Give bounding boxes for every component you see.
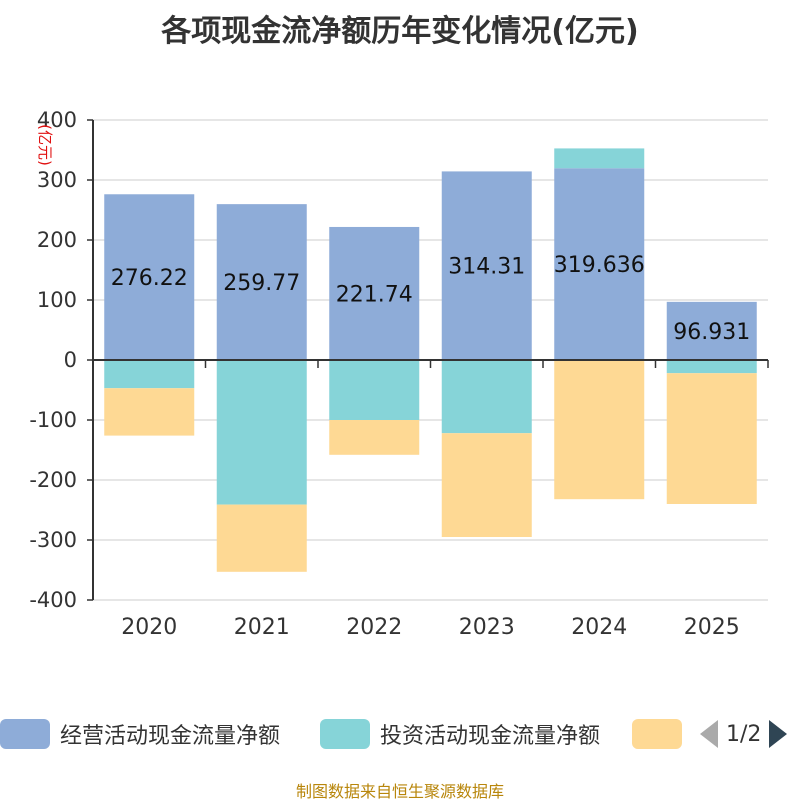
bar-2023-series-2 — [441, 433, 532, 537]
legend-item-investing[interactable]: 投资活动现金流量净额 — [320, 716, 600, 752]
bar-2021-series-2 — [216, 504, 307, 572]
bar-2020-series-0 — [104, 194, 195, 360]
data-label: 221.74 — [336, 282, 413, 307]
x-tick-label: 2021 — [234, 615, 290, 640]
legend-label-operating: 经营活动现金流量净额 — [60, 724, 281, 749]
chart-title: 各项现金流净额历年变化情况(亿元) — [161, 14, 639, 49]
y-axis-unit-label: (亿元) — [36, 124, 54, 166]
bar-2023-series-1 — [441, 360, 532, 434]
bar-2021-series-0 — [216, 204, 307, 360]
bar-2022-series-1 — [329, 360, 420, 420]
bar-2020-series-1 — [104, 360, 195, 389]
legend-item-operating[interactable]: 经营活动现金流量净额 — [0, 716, 280, 752]
data-source-note: 制图数据来自恒生聚源数据库 — [295, 782, 504, 801]
y-tick-label: 0 — [64, 348, 77, 372]
legend-swatch-financing — [632, 719, 682, 749]
prev-page-icon[interactable] — [700, 720, 718, 748]
legend-page-indicator: 1/2 — [726, 721, 762, 747]
legend-pager: 1/2 — [700, 716, 800, 752]
y-tick-label: -300 — [29, 528, 77, 552]
legend-swatch-operating — [0, 719, 50, 749]
y-tick-label: -100 — [29, 408, 77, 432]
x-tick-label: 2022 — [346, 615, 402, 640]
x-tick-label: 2025 — [684, 615, 740, 640]
x-tick-label: 2024 — [571, 615, 627, 640]
legend-label-investing: 投资活动现金流量净额 — [380, 724, 601, 749]
data-label: 319.636 — [554, 253, 645, 278]
legend-swatch-investing — [320, 719, 370, 749]
bar-2025-series-2 — [666, 373, 757, 504]
bar-2025-series-1 — [666, 360, 757, 374]
y-tick-label: 100 — [37, 288, 77, 312]
bar-2024-series-1 — [554, 148, 645, 169]
next-page-icon[interactable] — [769, 720, 788, 748]
bar-2023-series-0 — [441, 171, 532, 360]
bar-2022-series-0 — [329, 226, 420, 360]
x-tick-label: 2023 — [459, 615, 515, 640]
bar-2020-series-2 — [104, 388, 195, 436]
bar-2021-series-1 — [216, 360, 307, 505]
bar-2025-series-0 — [666, 301, 757, 360]
x-tick-label: 2020 — [121, 615, 177, 640]
y-tick-label: 200 — [37, 228, 77, 252]
y-tick-label: 400 — [37, 108, 77, 132]
y-tick-label: 300 — [37, 168, 77, 192]
bar-chart: 276.22 259.77 221.74 314.31 319.636 96.931 -40… — [29, 108, 769, 640]
legend: 经营活动现金流量净额 投资活动现金流量净额 1/2 — [0, 716, 800, 756]
data-label: 276.22 — [111, 266, 188, 291]
y-tick-label: -200 — [29, 468, 77, 492]
data-label: 96.931 — [673, 320, 750, 345]
bar-2024-series-2 — [554, 360, 645, 500]
data-label: 259.77 — [223, 271, 300, 296]
bar-2024-series-0 — [554, 168, 645, 360]
bar-2022-series-2 — [329, 420, 420, 455]
legend-item-financing[interactable] — [632, 716, 682, 752]
y-tick-label: -400 — [29, 588, 77, 612]
data-label: 314.31 — [448, 255, 525, 280]
